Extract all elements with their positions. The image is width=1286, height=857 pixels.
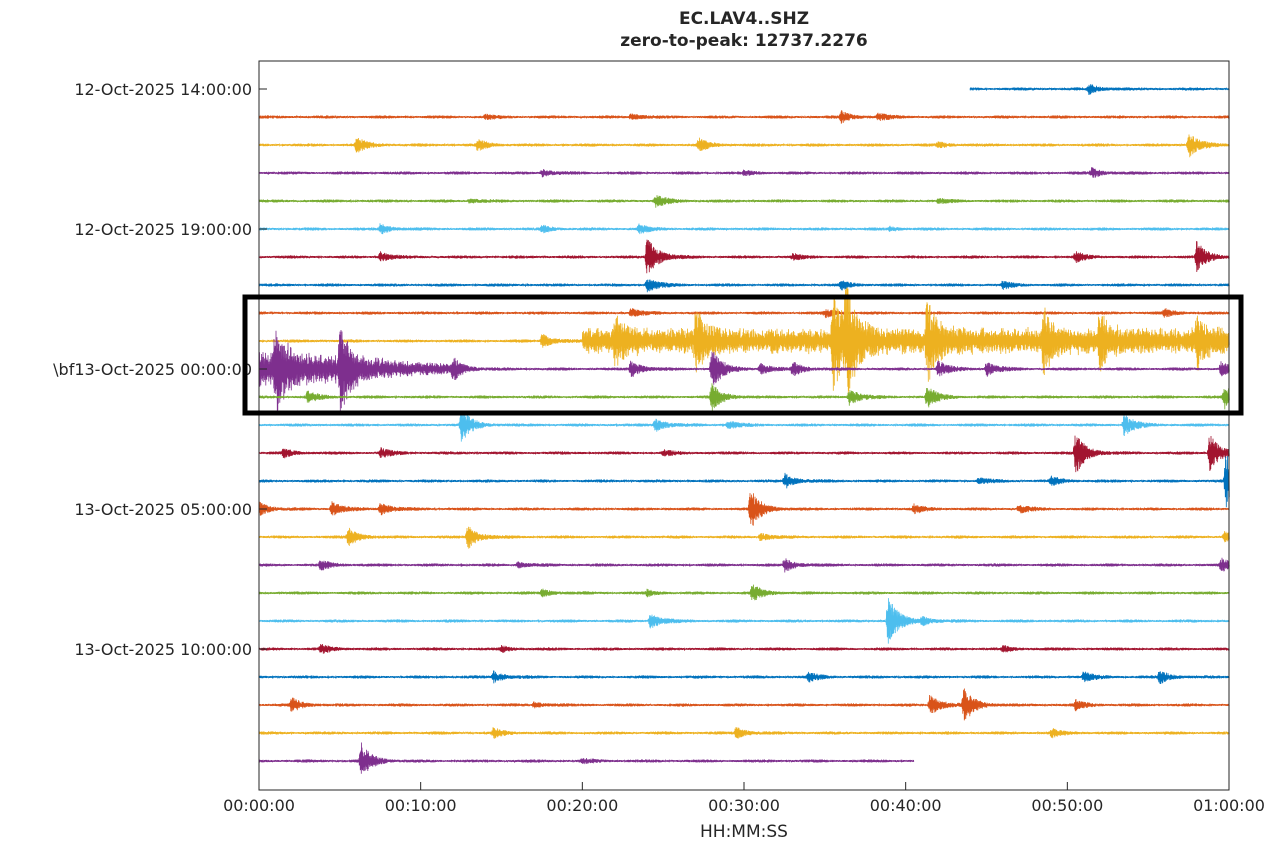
x-tick-label: 01:00:00	[1193, 796, 1265, 815]
chart-subtitle: zero-to-peak: 12737.2276	[620, 31, 868, 51]
trace-row-4	[258, 195, 1230, 208]
trace-row-19	[258, 598, 1230, 644]
trace-row-21	[258, 670, 1230, 685]
y-tick-label: 12-Oct-2025 19:00:00	[74, 220, 252, 239]
trace-row-23	[258, 726, 1230, 739]
trace-row-9	[258, 287, 1230, 394]
x-tick-label: 00:50:00	[1031, 796, 1103, 815]
trace-row-20	[258, 643, 1230, 654]
y-axis: 12-Oct-2025 14:00:00 12-Oct-2025 19:00:00…	[53, 80, 267, 659]
x-tick-label: 00:10:00	[385, 796, 457, 815]
trace-row-24	[258, 742, 915, 774]
trace-row-7	[258, 279, 1230, 293]
trace-row-13	[258, 435, 1230, 473]
x-axis-label: HH:MM:SS	[700, 822, 788, 842]
trace-row-22	[258, 688, 1230, 721]
x-tick-label: 00:00:00	[223, 796, 295, 815]
trace-row-0	[969, 84, 1230, 95]
chart-title: EC.LAV4..SHZ	[679, 9, 809, 29]
trace-row-16	[258, 526, 1230, 549]
trace-row-10	[258, 329, 1230, 413]
x-tick-label: 00:30:00	[708, 796, 780, 815]
trace-row-2	[258, 134, 1230, 158]
trace-row-11	[258, 383, 1230, 412]
trace-row-6	[258, 239, 1230, 274]
highlight-box	[242, 294, 1244, 416]
y-tick-label: 13-Oct-2025 05:00:00	[74, 500, 252, 519]
trace-row-8	[258, 308, 1230, 319]
trace-row-14	[258, 456, 1230, 508]
trace-row-3	[258, 166, 1230, 178]
trace-row-5	[258, 223, 1230, 235]
y-tick-label: 13-Oct-2025 10:00:00	[74, 640, 252, 659]
y-tick-label: \bf13-Oct-2025 00:00:00	[53, 360, 252, 379]
y-tick-label: 12-Oct-2025 14:00:00	[74, 80, 252, 99]
traces	[258, 84, 1230, 774]
x-tick-label: 00:20:00	[546, 796, 618, 815]
trace-row-17	[258, 557, 1230, 573]
trace-row-18	[258, 584, 1230, 601]
x-tick-label: 00:40:00	[870, 796, 942, 815]
trace-row-1	[258, 110, 1230, 124]
x-axis: 00:00:00 00:10:00 00:20:00 00:30:00 00:40:00…	[223, 782, 1265, 815]
trace-row-15	[258, 493, 1230, 526]
trace-row-12	[258, 412, 1230, 442]
